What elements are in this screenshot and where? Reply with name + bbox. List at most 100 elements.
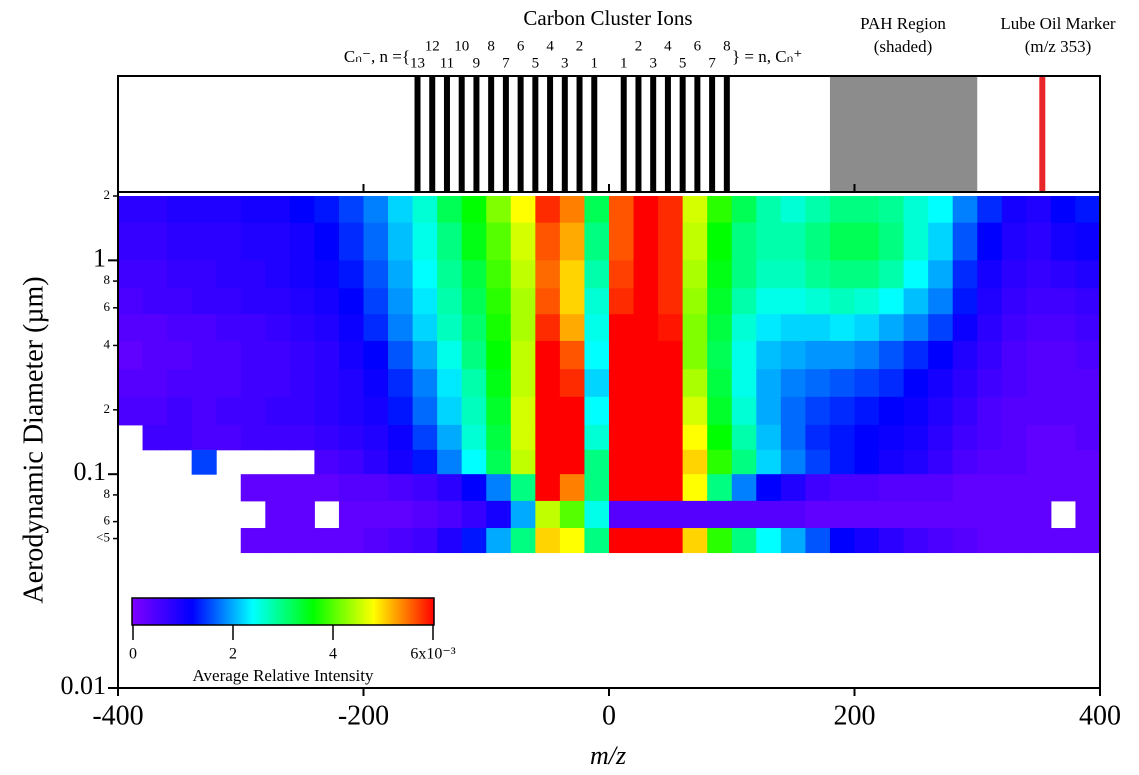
heat-cell	[805, 396, 831, 426]
heat-cell	[216, 340, 242, 370]
pah-region	[829, 76, 978, 192]
heat-cell	[363, 314, 389, 342]
heat-cell	[338, 449, 364, 475]
heat-cell	[928, 396, 954, 426]
heat-cell	[118, 222, 144, 261]
heat-cell	[167, 196, 193, 224]
heat-cell	[829, 396, 855, 426]
heat-cell	[928, 500, 954, 529]
heat-cell	[289, 528, 315, 554]
heat-cell	[780, 196, 806, 224]
heat-cell	[461, 449, 487, 475]
heat-cell	[584, 396, 610, 426]
heat-cell	[805, 528, 831, 554]
heat-cell	[658, 396, 684, 426]
heat-cell	[289, 369, 315, 398]
heat-cell	[1050, 424, 1076, 451]
y-axis-label: Aerodynamic Diameter (µm)	[18, 276, 49, 603]
heat-cell	[338, 340, 364, 370]
heat-cell	[584, 260, 610, 289]
heat-cell	[731, 260, 757, 289]
heat-cell	[658, 340, 684, 370]
heat-cell	[609, 424, 635, 451]
heat-cell	[633, 260, 659, 289]
heat-cell	[952, 340, 978, 370]
heat-cell	[314, 260, 340, 289]
heat-cell	[510, 260, 536, 289]
heat-cell	[216, 288, 242, 315]
heat-cell	[584, 500, 610, 529]
heat-cell	[633, 424, 659, 451]
heat-cell	[780, 528, 806, 554]
heat-cell	[289, 314, 315, 342]
heat-cell	[928, 528, 954, 554]
heat-cell	[559, 449, 585, 475]
title: Carbon Cluster Ions	[523, 6, 692, 30]
heat-cell	[1026, 340, 1052, 370]
heat-cell	[1050, 528, 1076, 554]
heat-cell	[609, 474, 635, 502]
heat-cell	[952, 369, 978, 398]
heat-cell	[756, 222, 782, 261]
heat-cell	[903, 260, 929, 289]
heat-cell	[658, 500, 684, 529]
heat-cell	[412, 340, 438, 370]
heat-cell	[707, 528, 733, 554]
heat-cell	[535, 424, 561, 451]
heat-cell	[216, 424, 242, 451]
heat-cell	[780, 288, 806, 315]
heat-cell	[928, 340, 954, 370]
heat-cell	[584, 196, 610, 224]
heat-cell	[265, 528, 291, 554]
heat-cell	[388, 260, 414, 289]
heat-cell	[854, 500, 880, 529]
heat-cell	[363, 288, 389, 315]
heat-cell	[805, 196, 831, 224]
heat-cell	[1075, 288, 1101, 315]
y-tick-label: 0.01	[61, 671, 107, 700]
heat-cell	[829, 196, 855, 224]
heat-cell	[535, 314, 561, 342]
heat-cell	[854, 314, 880, 342]
heat-cell	[1001, 528, 1027, 554]
heat-cell	[829, 528, 855, 554]
heat-cell	[658, 222, 684, 261]
heat-cell	[780, 340, 806, 370]
heat-cell	[1026, 314, 1052, 342]
heat-cell	[1075, 340, 1101, 370]
heat-cell	[559, 424, 585, 451]
heat-cell	[388, 449, 414, 475]
heat-cell	[191, 424, 217, 451]
heat-cell	[682, 314, 708, 342]
heat-cell	[903, 222, 929, 261]
heat-cell	[854, 474, 880, 502]
heat-cell	[338, 424, 364, 451]
heat-cell	[412, 288, 438, 315]
cluster-n-label: 6	[517, 38, 525, 54]
cluster-n-label: 8	[723, 38, 731, 54]
heat-cell	[314, 396, 340, 426]
heat-cell	[609, 396, 635, 426]
heat-cell	[437, 314, 463, 342]
heat-cell	[756, 500, 782, 529]
heat-cell	[928, 474, 954, 502]
heat-cell	[1075, 500, 1101, 529]
heat-cell	[682, 474, 708, 502]
heat-cell	[289, 288, 315, 315]
cluster-n-label: 7	[708, 55, 716, 71]
heat-cell	[952, 474, 978, 502]
heat-cell	[1026, 396, 1052, 426]
heat-cell	[829, 500, 855, 529]
heat-cell	[1026, 260, 1052, 289]
heat-cell	[682, 396, 708, 426]
heat-cell	[633, 474, 659, 502]
heat-cell	[240, 222, 266, 261]
heat-cell	[633, 222, 659, 261]
heat-cell	[633, 449, 659, 475]
heat-cell	[1050, 474, 1076, 502]
heat-cell	[805, 260, 831, 289]
heat-cell	[314, 449, 340, 475]
colorbar-tick-label: 2	[229, 646, 237, 663]
heat-cell	[412, 314, 438, 342]
heat-cell	[731, 222, 757, 261]
